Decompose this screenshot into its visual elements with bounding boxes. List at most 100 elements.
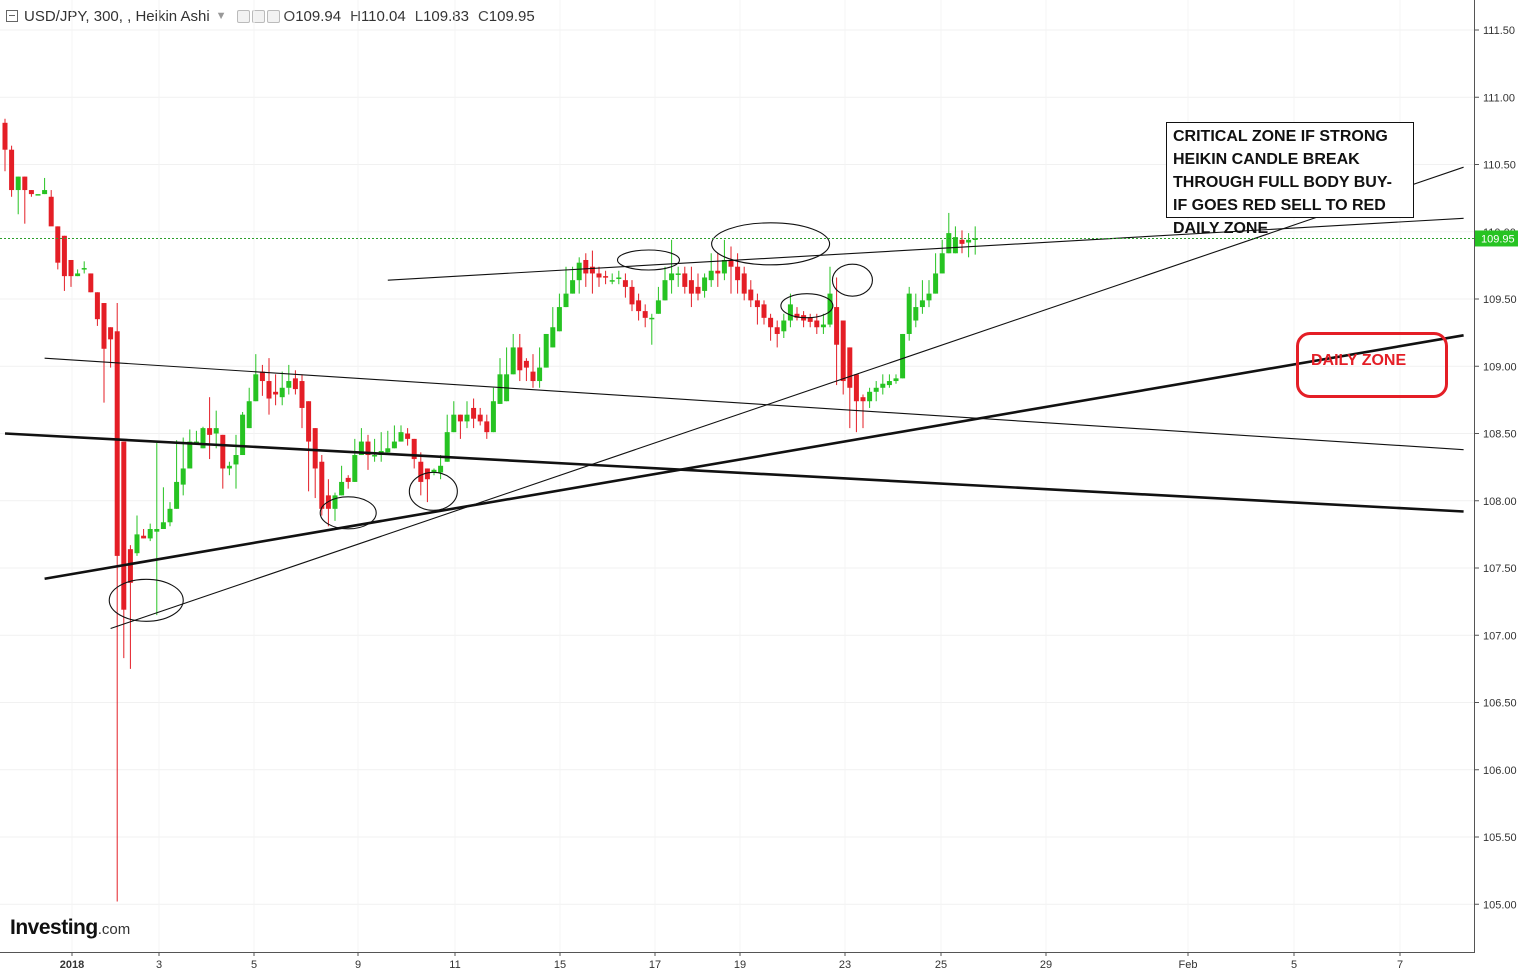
- x-tick-label: 11: [449, 959, 460, 971]
- candle-body: [959, 239, 965, 244]
- daily-zone-box: DAILY ZONE: [1296, 332, 1448, 398]
- candle-body: [748, 289, 754, 301]
- candle-body: [61, 235, 67, 277]
- candle-body: [35, 194, 41, 196]
- candle-body: [48, 196, 54, 227]
- x-tick-label: 7: [1397, 959, 1403, 971]
- candle-body: [180, 468, 186, 485]
- candle-body: [853, 374, 859, 402]
- x-tick-label: 3: [156, 959, 162, 971]
- candle-body: [820, 324, 826, 328]
- candle-body: [708, 270, 714, 281]
- candle-body: [451, 414, 457, 433]
- candle-body: [226, 465, 232, 469]
- candle-body: [616, 277, 622, 279]
- candle-body: [629, 286, 635, 305]
- x-tick-label: 5: [251, 959, 257, 971]
- candle-body: [273, 391, 279, 395]
- legend-tools: [236, 9, 280, 23]
- candle-body: [840, 320, 846, 382]
- candle-body: [966, 239, 972, 243]
- y-tick-label: 111.50: [1483, 25, 1515, 37]
- candle-body: [972, 238, 978, 240]
- trendline: [44, 357, 1464, 451]
- candles: [2, 118, 978, 902]
- symbol-label[interactable]: USD/JPY, 300, , Heikin Ashi: [24, 7, 210, 25]
- candle-body: [576, 262, 582, 281]
- x-tick-label: 2018: [60, 959, 84, 971]
- eye-icon[interactable]: [236, 9, 250, 23]
- close-icon[interactable]: [266, 9, 280, 23]
- candle-body: [939, 253, 945, 274]
- y-tick-label: 105.50: [1483, 832, 1517, 844]
- chart-header: USD/JPY, 300, , Heikin Ashi ▼ O109.94 H1…: [0, 0, 544, 32]
- candle-body: [398, 432, 404, 442]
- ohlc-low: L109.83: [414, 7, 469, 25]
- trendline: [4, 432, 1464, 513]
- candle-body: [530, 371, 536, 382]
- candle-body: [187, 441, 193, 469]
- candle-body: [781, 320, 787, 332]
- candle-body: [352, 455, 358, 482]
- candle-body: [906, 293, 912, 334]
- x-tick-label: 15: [554, 959, 566, 971]
- candle-body: [919, 300, 925, 308]
- candle-body: [814, 320, 820, 328]
- ohlc-high: H110.04: [350, 7, 406, 25]
- candle-body: [457, 414, 463, 422]
- candle-body: [847, 347, 853, 388]
- candle-body: [913, 307, 919, 321]
- candle-body: [543, 333, 549, 368]
- candle-body: [649, 317, 655, 320]
- candle-body: [715, 270, 721, 274]
- candle-body: [834, 307, 840, 345]
- y-tick-label: 109.00: [1483, 361, 1517, 373]
- candle-body: [741, 273, 747, 294]
- candle-body: [42, 190, 48, 195]
- candle-body: [207, 428, 213, 435]
- y-tick-label: 109.50: [1483, 294, 1517, 306]
- candle-body: [517, 347, 523, 371]
- candle-body: [391, 441, 397, 449]
- candle-body: [134, 534, 140, 554]
- candle-body: [200, 428, 206, 449]
- annotation-ellipse: [408, 471, 458, 511]
- settings-icon[interactable]: [251, 9, 265, 23]
- candle-body: [306, 401, 312, 442]
- candle-body: [81, 268, 87, 270]
- investing-logo: Investing.com: [10, 916, 130, 940]
- candle-body: [358, 441, 364, 456]
- trendline: [44, 334, 1464, 581]
- candle-body: [728, 259, 734, 267]
- candle-body: [365, 441, 371, 456]
- annotation-ellipse: [780, 293, 834, 319]
- candle-body: [735, 266, 741, 281]
- candle-body: [675, 273, 681, 275]
- candle-body: [662, 280, 668, 301]
- candle-body: [886, 381, 892, 386]
- candle-body: [424, 468, 430, 480]
- candle-body: [339, 481, 345, 496]
- y-tick-label: 108.00: [1483, 496, 1517, 508]
- candle-body: [471, 407, 477, 419]
- x-tick-label: 23: [839, 959, 851, 971]
- candle-body: [682, 273, 688, 287]
- candle-body: [101, 303, 107, 349]
- chevron-down-icon[interactable]: ▼: [215, 10, 227, 22]
- candle-body: [636, 300, 642, 312]
- y-tick-label: 108.50: [1483, 429, 1517, 441]
- x-tick-label: Feb: [1179, 959, 1198, 971]
- collapse-toggle[interactable]: [6, 10, 18, 22]
- annotation-ellipse: [108, 578, 184, 622]
- candle-body: [952, 237, 958, 254]
- candle-body: [114, 331, 120, 556]
- candle-body: [411, 438, 417, 460]
- candle-body: [431, 469, 437, 473]
- candle-body: [946, 233, 952, 254]
- candle-body: [147, 528, 153, 539]
- candle-body: [332, 495, 338, 509]
- candle-body: [695, 286, 701, 294]
- candle-body: [385, 448, 391, 453]
- candle-body: [497, 374, 503, 404]
